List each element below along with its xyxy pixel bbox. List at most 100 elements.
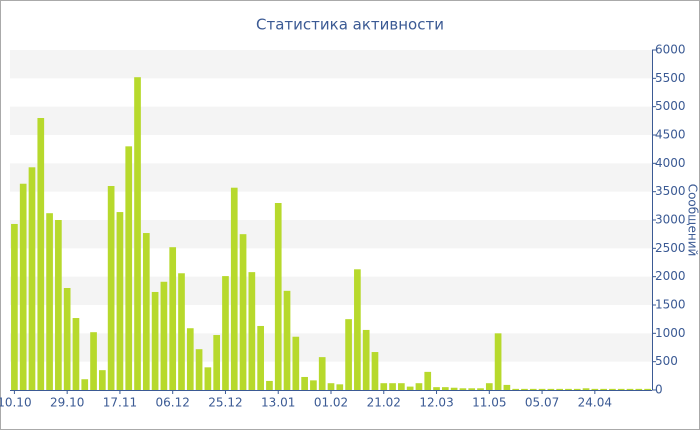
bar [521, 388, 528, 390]
bar [116, 212, 124, 390]
bar [99, 370, 106, 390]
bar [327, 383, 335, 390]
grid-band [10, 276, 652, 305]
y-tick-label: 1000 [655, 326, 686, 340]
bar [186, 328, 194, 390]
bar [292, 336, 300, 390]
bar [433, 387, 440, 390]
chart-title: Статистика активности [256, 16, 444, 34]
bar [450, 387, 458, 390]
x-tick-label: 29.10 [50, 396, 84, 410]
x-tick-label: 17.11 [103, 396, 137, 410]
bar [538, 388, 546, 390]
x-tick-label: 12.03 [419, 396, 453, 410]
bar [626, 388, 634, 390]
y-tick-label: 2500 [655, 241, 686, 255]
bar [336, 384, 344, 390]
bar [195, 349, 203, 390]
bar [512, 388, 520, 390]
bar [125, 146, 133, 390]
bar [494, 333, 502, 390]
bar [19, 183, 27, 390]
bar [485, 383, 493, 390]
y-tick-label: 6000 [655, 43, 686, 57]
bar [257, 325, 264, 390]
bar [371, 352, 379, 390]
y-tick-label: 4000 [655, 156, 686, 170]
y-tick-label: 1500 [655, 298, 686, 312]
bar [301, 376, 308, 390]
bar [134, 77, 141, 390]
x-tick-label: 25.12 [208, 396, 242, 410]
bar [72, 318, 80, 390]
bar [283, 290, 291, 390]
bar [424, 371, 432, 390]
bar [248, 272, 256, 390]
bar [609, 388, 616, 390]
bar [213, 335, 221, 390]
bar [573, 388, 581, 390]
bar [441, 387, 449, 390]
bar [81, 379, 89, 390]
bar [345, 319, 352, 390]
bar [274, 203, 282, 390]
bar [37, 118, 45, 390]
x-tick-label: 24.04 [578, 396, 612, 410]
grid-band [10, 106, 652, 135]
bar [46, 213, 53, 390]
bar [477, 388, 484, 390]
y-tick-label: 2000 [655, 269, 686, 283]
bar [617, 388, 625, 390]
bar [591, 388, 599, 390]
bar [380, 383, 388, 390]
bar [63, 288, 71, 390]
y-tick-label: 5000 [655, 99, 686, 113]
bar [142, 233, 150, 390]
bar [239, 234, 247, 390]
bar [318, 357, 326, 390]
bar [635, 388, 643, 390]
y-tick-label: 5500 [655, 71, 686, 85]
bar [415, 383, 423, 390]
bar [529, 388, 537, 390]
bar [600, 388, 607, 390]
x-tick-label: 10.10 [0, 396, 32, 410]
bar [582, 388, 590, 390]
y-tick-label: 3000 [655, 213, 686, 227]
grid-band [10, 163, 652, 192]
x-tick-label: 13.01 [261, 396, 295, 410]
bar [389, 383, 396, 390]
bar [55, 220, 62, 390]
x-tick-label: 06.12 [156, 396, 190, 410]
x-tick-label: 11.05 [472, 396, 506, 410]
bar [310, 380, 317, 390]
bar [151, 291, 159, 390]
x-tick-label: 01.02 [314, 396, 348, 410]
bar [362, 329, 370, 390]
bar [169, 247, 177, 390]
bar [178, 273, 185, 390]
bar [222, 276, 229, 390]
grid-band [10, 50, 652, 79]
y-tick-label: 3500 [655, 184, 686, 198]
x-tick-label: 21.02 [367, 396, 401, 410]
bar [565, 388, 572, 390]
bar [90, 332, 97, 390]
y-tick-label: 500 [655, 354, 678, 368]
y-axis-label: Сообщений [686, 184, 700, 257]
bar [28, 167, 36, 390]
bar [644, 388, 651, 390]
bar [468, 388, 476, 390]
grid-band [10, 220, 652, 249]
bar [547, 388, 555, 390]
x-tick-label: 05.07 [525, 396, 559, 410]
bar [160, 281, 168, 390]
bar [354, 269, 361, 390]
bar [406, 386, 414, 390]
bar [398, 383, 405, 390]
bar [230, 187, 238, 390]
y-tick-label: 4500 [655, 128, 686, 142]
bar [556, 388, 563, 390]
bar [204, 367, 212, 390]
